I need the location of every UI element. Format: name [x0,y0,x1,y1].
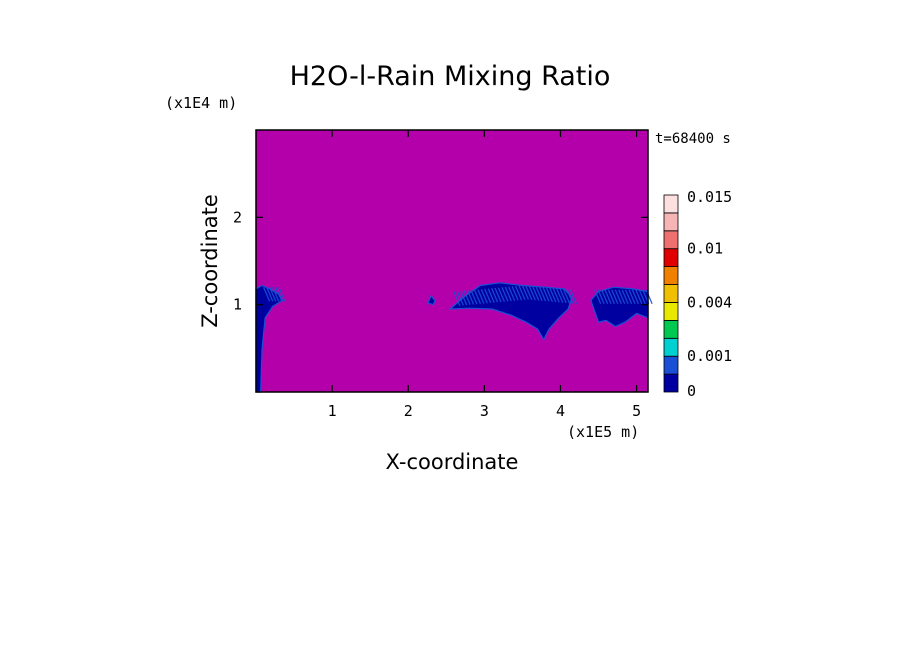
cloud-streak [508,286,516,301]
cloud-streak [511,286,519,301]
cloud-streak [594,289,602,305]
colorbar-tick-label: 0.01 [687,240,723,258]
cloud-streak [484,288,492,304]
plot-frame [255,129,649,393]
colorbar-tick-label: 0.015 [687,188,732,206]
time-label: t=68400 s [655,131,731,147]
cloud-streak [470,289,478,305]
colorbar-segment [663,319,679,339]
colorbar-segment [663,355,679,375]
heatmap-background [256,130,648,392]
cloud-streak [624,289,633,305]
cloud-streak [278,286,286,302]
cloud-streak [618,289,626,305]
cloud-streak [638,289,646,305]
cloud-streak [477,289,485,304]
cloud-streak [552,288,560,303]
cloud-streak [515,285,523,301]
cloud-streak [559,288,567,304]
colorbar-segment [663,284,679,303]
cloud-streak [535,286,543,301]
colorbar-tick-label: 0 [687,382,696,400]
y-scale-label: (x1E4 m) [165,94,237,112]
x-axis-ticks: 1 2 3 4 5 [328,130,641,420]
cloud-streak [604,289,612,305]
cloud-streak [266,286,274,302]
cloud-streak [487,288,495,303]
cloud-streak [504,286,512,302]
colorbar-tick-label: 0.004 [687,294,732,312]
cloud-streak [645,289,653,305]
colorbar-segment [663,230,679,250]
cloud-streak [611,289,619,305]
cloud-streak [532,286,540,301]
y-tick-label: 2 [233,208,242,226]
cloud-streak [480,288,488,304]
y-axis-label: Z-coordinate [198,194,222,328]
x-tick-label: 5 [632,402,641,420]
x-tick-label: 4 [556,402,565,420]
cloud-streak [545,287,553,302]
cloud-streak [501,287,509,302]
cloud-streak [569,289,577,305]
cloud-streak [631,289,639,305]
cloud-streak [518,285,526,301]
x-scale-label: (x1E5 m) [567,423,639,441]
colorbar-segment [663,337,679,357]
colorbar-segment [663,373,679,393]
cloud-streak [628,289,636,305]
cloud-streak [460,290,468,306]
y-axis-ticks: 12 [233,208,648,314]
cloud-streak [494,287,502,303]
colorbar-segment [663,248,679,267]
cloud-streak [467,290,475,305]
cloud-streak [601,289,609,305]
cloud-streak [549,287,557,303]
cloud-region-small-cell [427,294,436,306]
cloud-streak [463,290,471,306]
colorbar: 0 0.001 0.004 0.01 0.015 [663,188,732,400]
cloud-streak [521,285,529,300]
cloud-streak [607,289,615,305]
cloud-streak [456,291,464,306]
cloud-streak [473,289,482,305]
cloud-streak [562,288,571,304]
cloud-streak [269,286,277,302]
cloud-streak [491,288,499,303]
cloud-streak [614,289,622,305]
cloud-streak [566,289,574,304]
cloud-streak [525,285,533,301]
x-tick-label: 1 [328,402,337,420]
colorbar-tick-label: 0.001 [687,347,732,365]
cloud-streak [542,287,550,302]
cloud-region-west-edge-cloud [255,284,284,393]
colorbar-segment [663,212,679,232]
cloud-streak [635,289,643,305]
cloud-streak [621,289,629,305]
cloud-streak [263,286,271,302]
colorbar-segment [663,302,679,321]
cloud-layer [255,282,653,393]
cloud-streak [497,287,505,302]
cloud-streak [538,286,547,302]
cloud-streak [453,291,461,306]
cloud-streak [597,289,605,305]
colorbar-segment [663,194,679,214]
x-tick-label: 3 [480,402,489,420]
cloud-streak [272,286,280,302]
y-tick-label: 1 [233,296,242,314]
colorbar-segment [663,266,679,285]
cloud-streak [275,286,283,302]
x-axis-label: X-coordinate [386,450,519,474]
x-tick-label: 2 [404,402,413,420]
cloud-streak [528,285,536,301]
chart-title: H2O-l-Rain Mixing Ratio [290,61,611,92]
cloud-streak [556,288,564,303]
